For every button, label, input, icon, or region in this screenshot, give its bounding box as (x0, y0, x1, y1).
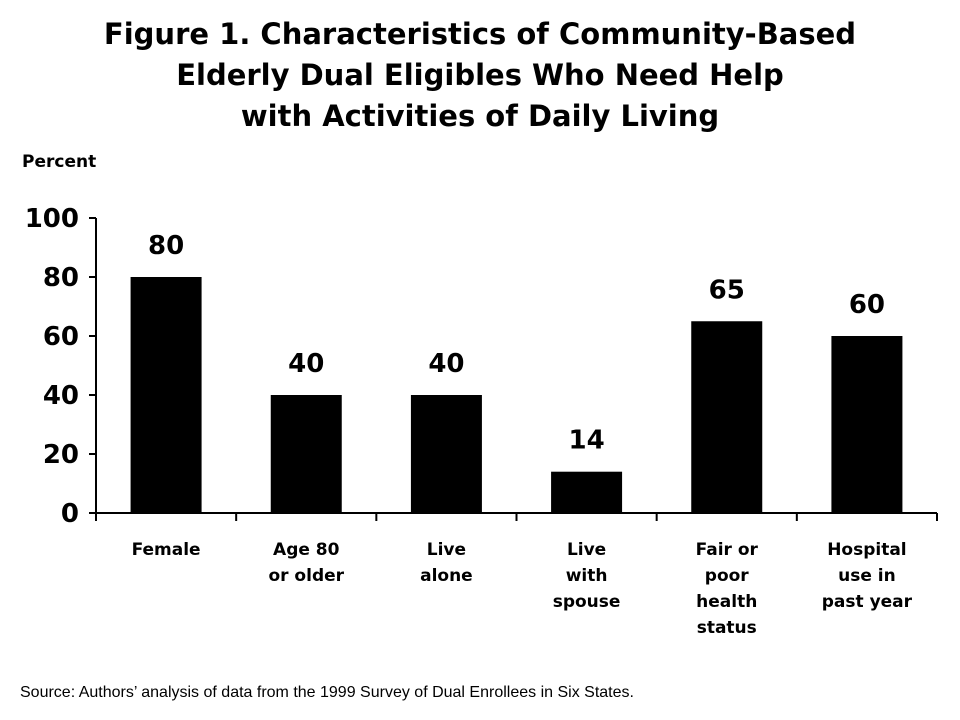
bar (410, 395, 482, 513)
data-label: 65 (709, 275, 745, 305)
x-tick-label-line: spouse (553, 592, 621, 612)
bar (270, 395, 342, 513)
x-tick-label: Live alone (420, 540, 473, 586)
chart-title: Figure 1. Characteristics of Community-B… (0, 14, 960, 137)
y-axis-label: Percent (22, 152, 97, 172)
bar (831, 336, 903, 513)
x-tick-label-line: past year (822, 592, 913, 612)
source-note: Source: Authors’ analysis of data from t… (20, 684, 634, 701)
y-tick-label: 60 (43, 322, 79, 352)
y-tick-label: 40 (43, 381, 79, 411)
x-tick-label-line: Live (427, 540, 466, 560)
x-tick-label-line: Fair or (696, 540, 759, 560)
y-tick-label: 100 (25, 204, 79, 234)
x-tick-label-line: status (697, 618, 757, 638)
x-tick-label-line: Female (132, 540, 201, 560)
x-tick-label: Hospital use in past year (822, 540, 913, 612)
x-tick-label-line: Hospital (827, 540, 906, 560)
x-tick-label-line: with (566, 566, 608, 586)
data-label: 40 (288, 349, 324, 379)
bar (130, 277, 202, 513)
title-line-1: Figure 1. Characteristics of Community-B… (103, 17, 857, 51)
x-tick-label-line: health (696, 592, 757, 612)
title-line-2: Elderly Dual Eligibles Who Need Help (176, 58, 784, 92)
x-tick-label-line: alone (420, 566, 473, 586)
x-tick-label-line: poor (705, 566, 750, 586)
y-tick-label: 20 (43, 440, 79, 470)
x-tick-label: Female (132, 540, 201, 560)
x-tick-label-line: or older (268, 566, 344, 586)
x-tick-label: Age 80 or older (268, 540, 344, 586)
data-label: 60 (849, 290, 885, 320)
title-line-3: with Activities of Daily Living (240, 99, 720, 133)
x-tick-label: Live with spouse (553, 540, 621, 612)
bar (551, 471, 623, 513)
bar-chart: 0 20 40 60 80 100 80 Female 40 Age 80 or older 40 Li… (25, 204, 938, 638)
bar (691, 321, 763, 513)
x-tick-label-line: use in (838, 566, 896, 586)
y-tick-label: 80 (43, 263, 79, 293)
data-label: 80 (148, 231, 184, 261)
x-tick-label-line: Live (567, 540, 606, 560)
y-tick-label: 0 (61, 499, 79, 529)
x-tick-label: Fair or poor health status (696, 540, 759, 638)
x-tick-label-line: Age 80 (273, 540, 340, 560)
data-label: 40 (428, 349, 464, 379)
data-label: 14 (568, 426, 604, 456)
